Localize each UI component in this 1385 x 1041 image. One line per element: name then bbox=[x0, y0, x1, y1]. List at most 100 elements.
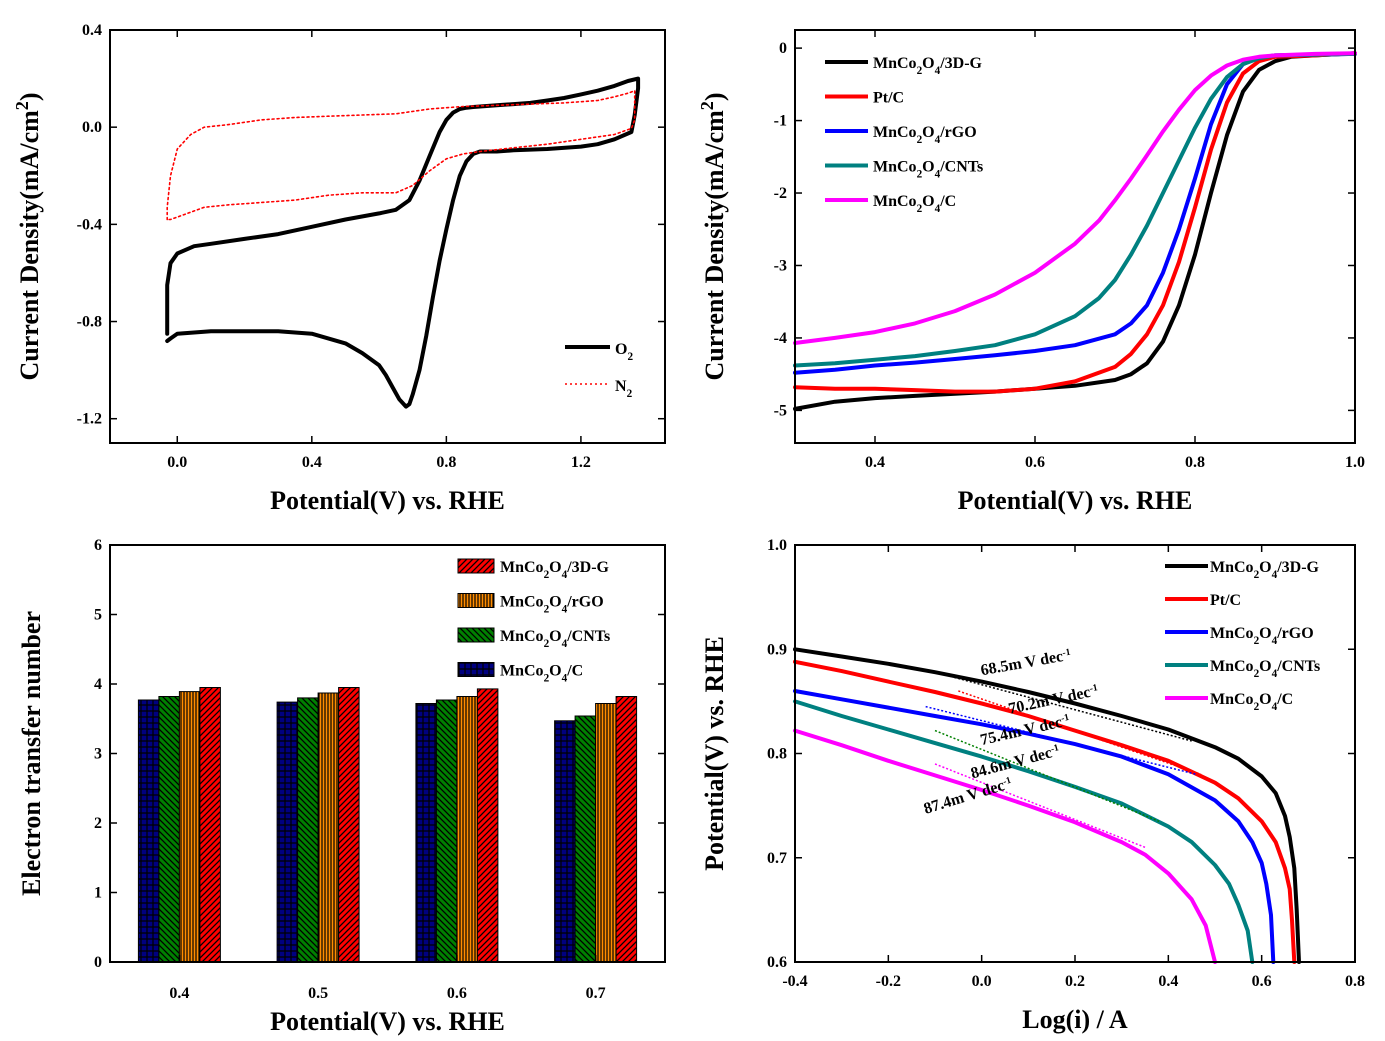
legend-swatch-0 bbox=[457, 558, 495, 574]
bar-1-2 bbox=[317, 692, 340, 963]
x-tick-label: 0.4 bbox=[1158, 973, 1178, 990]
x-tick-label: 0.8 bbox=[436, 454, 456, 471]
y-tick-label: 0 bbox=[94, 954, 102, 971]
series-line-1 bbox=[793, 659, 1297, 964]
series-line-3 bbox=[793, 699, 1255, 964]
y-tick-label: 5 bbox=[94, 607, 102, 624]
x-axis-title: Potential(V) vs. RHE bbox=[270, 1007, 505, 1036]
y-tick-label: -0.4 bbox=[77, 216, 102, 233]
x-tick-label: 0.8 bbox=[1185, 454, 1205, 471]
bar-0-0 bbox=[137, 699, 160, 963]
x-tick-label: 0.2 bbox=[1065, 973, 1085, 990]
y-tick-label: -4 bbox=[774, 330, 787, 347]
x-axis-title: Potential(V) vs. RHE bbox=[270, 486, 505, 515]
tafel-fit-line-1 bbox=[958, 690, 1202, 776]
x-tick-label: 0.6 bbox=[1025, 454, 1045, 471]
legend-label-1: MnCo2O4/rGO bbox=[500, 594, 604, 616]
y-tick-label: 0 bbox=[779, 40, 787, 57]
legend: MnCo2O4/3D-G MnCo2O4/rGO MnCo2O4/CNTs MnCo2… bbox=[457, 558, 610, 685]
bar-2-0 bbox=[415, 703, 437, 963]
y-tick-label: 6 bbox=[94, 537, 102, 554]
legend: O2 N2 bbox=[565, 341, 633, 400]
y-tick-label: 0.9 bbox=[767, 641, 787, 658]
bar-2-2 bbox=[456, 696, 478, 963]
y-axis-title: Electron transfer number bbox=[17, 611, 46, 896]
series-line-0 bbox=[793, 51, 1357, 411]
legend-swatch-3 bbox=[457, 662, 495, 677]
bar-2-3 bbox=[476, 688, 499, 963]
bar-0-3 bbox=[199, 687, 221, 963]
x-tick-label: 0.4 bbox=[302, 454, 322, 471]
tafel-fit-line-2 bbox=[925, 705, 1197, 776]
legend-label-1: Pt/C bbox=[873, 90, 904, 107]
y-tick-label: -1 bbox=[774, 113, 787, 130]
panel-cv-curves: -1.2 -0.8 -0.4 0.0 0.4 0.0 0.4 0.8 1.2 Potential(… bbox=[12, 22, 666, 515]
x-tick-label: 0.5 bbox=[308, 985, 328, 1002]
y-tick-label: 3 bbox=[94, 746, 102, 763]
bar-2-1 bbox=[435, 699, 458, 963]
x-tick-label: 0.7 bbox=[586, 985, 606, 1002]
bar-1-1 bbox=[297, 697, 319, 963]
legend-label-4: MnCo2O4/C bbox=[1210, 691, 1293, 713]
y-tick-label: 0.7 bbox=[767, 850, 787, 867]
bar-0-2 bbox=[178, 691, 201, 963]
y-tick-label: 1 bbox=[94, 885, 102, 902]
series-line-4 bbox=[793, 728, 1217, 964]
legend-label-0: MnCo2O4/3D-G bbox=[1210, 559, 1320, 581]
x-tick-label: -0.2 bbox=[876, 973, 901, 990]
legend-label-3: MnCo2O4/C bbox=[500, 663, 583, 685]
y-axis-title: Current Density(mA/cm2) bbox=[12, 92, 44, 380]
bar-1-3 bbox=[338, 687, 360, 963]
tafel-fit-line-4 bbox=[934, 763, 1146, 849]
y-tick-label: -0.8 bbox=[77, 314, 102, 331]
y-tick-label: 2 bbox=[94, 815, 102, 832]
legend-label-0: MnCo2O4/3D-G bbox=[500, 559, 610, 581]
legend-label-4: MnCo2O4/C bbox=[873, 193, 956, 215]
y-tick-label: -5 bbox=[774, 402, 787, 419]
panel-tafel-plots: 68.5m V dec-170.2m V dec-175.4m V dec-18… bbox=[700, 537, 1365, 1034]
legend: MnCo2O4/3D-G Pt/C MnCo2O4/rGO MnCo2O4/CNTs M… bbox=[825, 55, 983, 215]
legend-swatch-2 bbox=[457, 627, 495, 643]
bar-0-1 bbox=[158, 696, 180, 963]
x-tick-label: 0.4 bbox=[865, 454, 885, 471]
legend-label-3: MnCo2O4/CNTs bbox=[1210, 658, 1320, 680]
legend-label-2: MnCo2O4/rGO bbox=[873, 124, 977, 146]
legend-swatch-1 bbox=[457, 593, 495, 608]
x-tick-label: 1.0 bbox=[1345, 454, 1365, 471]
legend-label-1: Pt/C bbox=[1210, 592, 1241, 609]
series-line-0 bbox=[793, 647, 1301, 964]
series-line-3 bbox=[793, 51, 1357, 368]
y-axis-title: Current Density(mA/cm2) bbox=[697, 92, 729, 380]
series-line-1 bbox=[166, 89, 636, 221]
legend-label-2: MnCo2O4/CNTs bbox=[500, 628, 610, 650]
y-tick-label: 0.0 bbox=[82, 119, 102, 136]
y-axis-title: Potential(V) vs. RHE bbox=[700, 636, 729, 871]
legend-label-0: MnCo2O4/3D-G bbox=[873, 55, 983, 77]
y-tick-label: -2 bbox=[774, 185, 787, 202]
legend-label-2: MnCo2O4/rGO bbox=[1210, 625, 1314, 647]
tafel-slope-label-0: 68.5m V dec-1 bbox=[979, 646, 1072, 679]
legend-label-1: N2 bbox=[615, 378, 633, 400]
tafel-fit-line-3 bbox=[934, 729, 1160, 822]
x-tick-label: 1.2 bbox=[571, 454, 591, 471]
y-tick-label: 4 bbox=[94, 676, 102, 693]
y-tick-label: -3 bbox=[774, 257, 787, 274]
bar-3-1 bbox=[574, 715, 597, 963]
series-line-2 bbox=[793, 689, 1276, 964]
y-tick-label: -1.2 bbox=[77, 411, 102, 428]
series-line-1 bbox=[793, 51, 1357, 394]
bar-3-3 bbox=[615, 696, 638, 963]
series-line-0 bbox=[165, 76, 641, 409]
x-tick-label: 0.8 bbox=[1345, 973, 1365, 990]
x-axis-title: Log(i) / A bbox=[1022, 1005, 1128, 1034]
tafel-fit-line-0 bbox=[934, 671, 1192, 742]
y-tick-label: 1.0 bbox=[767, 537, 787, 554]
x-tick-label: 0.6 bbox=[447, 985, 467, 1002]
tafel-frame bbox=[794, 544, 1356, 963]
y-tick-label: 0.8 bbox=[767, 746, 787, 763]
legend: MnCo2O4/3D-G Pt/C MnCo2O4/rGO MnCo2O4/CNTs M… bbox=[1165, 559, 1320, 713]
x-axis-title: Potential(V) vs. RHE bbox=[958, 486, 1193, 515]
bar-1-0 bbox=[276, 701, 299, 963]
panel-lsv-curves: -5 -4 -3 -2 -1 0 0.4 0.6 0.8 1.0 Potential(V) vs. … bbox=[697, 29, 1365, 515]
